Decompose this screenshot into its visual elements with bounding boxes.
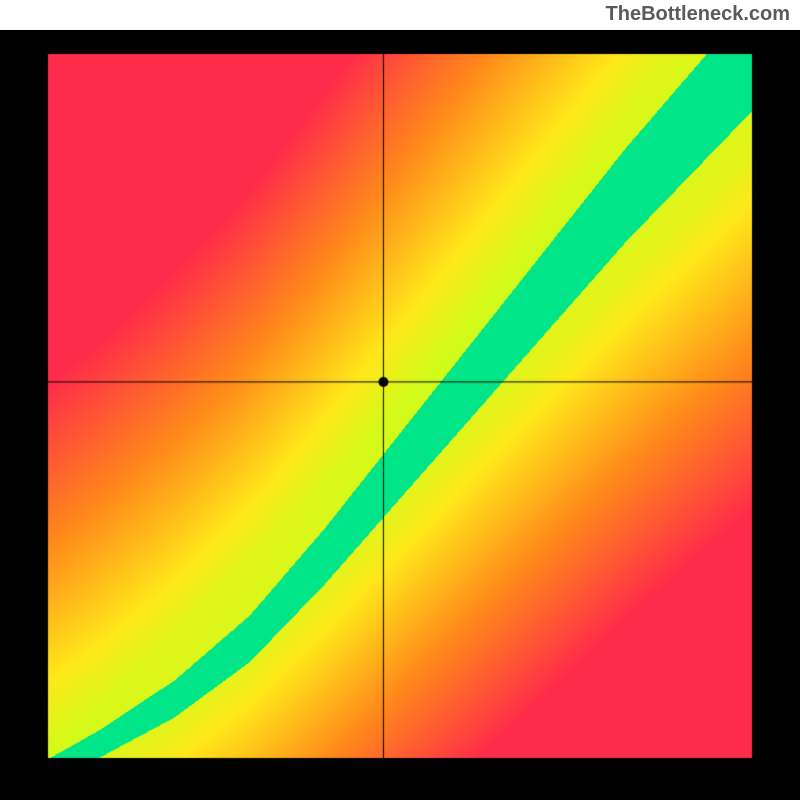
bottleneck-heatmap bbox=[0, 30, 800, 800]
watermark-text: TheBottleneck.com bbox=[606, 3, 790, 26]
